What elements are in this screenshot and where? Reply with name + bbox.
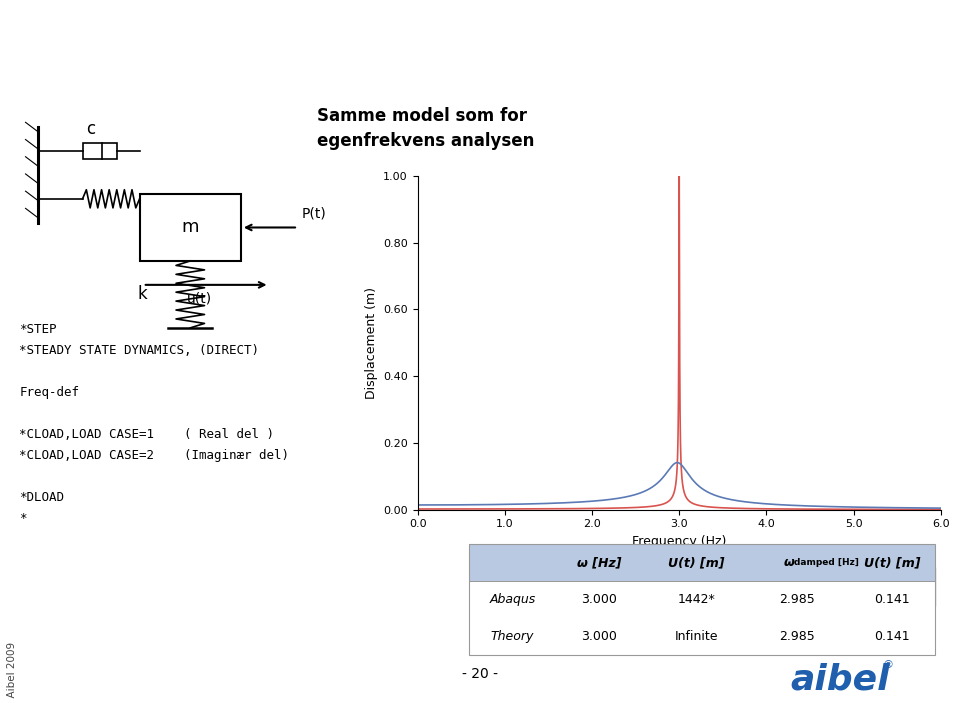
Line: U3, Undamped: U3, Undamped [418,176,941,510]
Text: Theory: Theory [491,630,534,643]
U3, Undamped [674,172,685,180]
U3, Damped [800,502,811,510]
Text: D1 frekvens respons av enfrihetsgradsystem: D1 frekvens respons av enfrihetsgradsyst… [38,27,812,57]
Text: Abaqus: Abaqus [490,593,536,606]
Bar [468,544,935,655]
Text: 2.985: 2.985 [780,593,815,606]
U3, Undamped [438,505,449,513]
Text: m: m [181,219,199,236]
U3, Undamped [828,505,839,513]
Text: ®: ® [882,660,894,670]
U3, Undamped [601,504,612,512]
Line: U3, Damped: U3, Damped [418,463,941,508]
U3, Damped [601,496,612,504]
Bar [83,143,117,159]
Text: k: k [138,285,148,304]
U3, Damped [412,501,423,509]
U3, Damped [722,495,733,503]
Text: 0.141: 0.141 [875,630,910,643]
U3, Undamped [800,505,811,513]
U3, Damped [828,503,839,511]
U3, Damped [438,501,449,509]
Text: *STEP
*STEADY STATE DYNAMICS, (DIRECT)

Freq-def

*CLOAD,LOAD CASE=1    ( Real d: *STEP *STEADY STATE DYNAMICS, (DIRECT) F… [19,323,289,525]
U3, Undamped [744,504,756,512]
Text: Samme model som for
egenfrekvens analysen: Samme model som for egenfrekvens analyse… [317,107,534,150]
Bar [139,194,241,261]
Text: c: c [85,120,95,138]
Text: 0.141: 0.141 [875,593,910,606]
Text: © Aibel 2009: © Aibel 2009 [7,642,16,703]
Bar [468,544,935,581]
Text: Infinite: Infinite [675,630,718,643]
U3, Undamped [935,505,947,514]
Text: ω: ω [783,556,794,569]
U3, Damped [935,504,947,512]
Text: ω [Hz]: ω [Hz] [577,556,621,569]
Text: damped [Hz]: damped [Hz] [794,558,859,567]
Text: u(t): u(t) [187,292,212,306]
X-axis label: Frequency (Hz): Frequency (Hz) [632,535,727,548]
Bar [468,618,935,655]
U3, Undamped [722,504,733,512]
U3, Damped [671,458,683,467]
U3, Damped [744,498,756,507]
Legend: U3, Undamped, U3, Damped: U3, Undamped, U3, Damped [804,566,935,607]
Y-axis label: Displacement (m): Displacement (m) [365,287,377,399]
Text: aibel: aibel [790,662,890,696]
Text: 3.000: 3.000 [581,593,617,606]
Text: P(t): P(t) [301,207,325,221]
Text: U(t) [m]: U(t) [m] [864,556,921,569]
Text: 2.985: 2.985 [780,630,815,643]
Text: 1442*: 1442* [678,593,715,606]
Bar [468,581,935,618]
U3, Undamped [412,505,423,513]
Text: U(t) [m]: U(t) [m] [668,556,725,569]
Text: - 20 -: - 20 - [462,667,498,681]
Text: 3.000: 3.000 [581,630,617,643]
